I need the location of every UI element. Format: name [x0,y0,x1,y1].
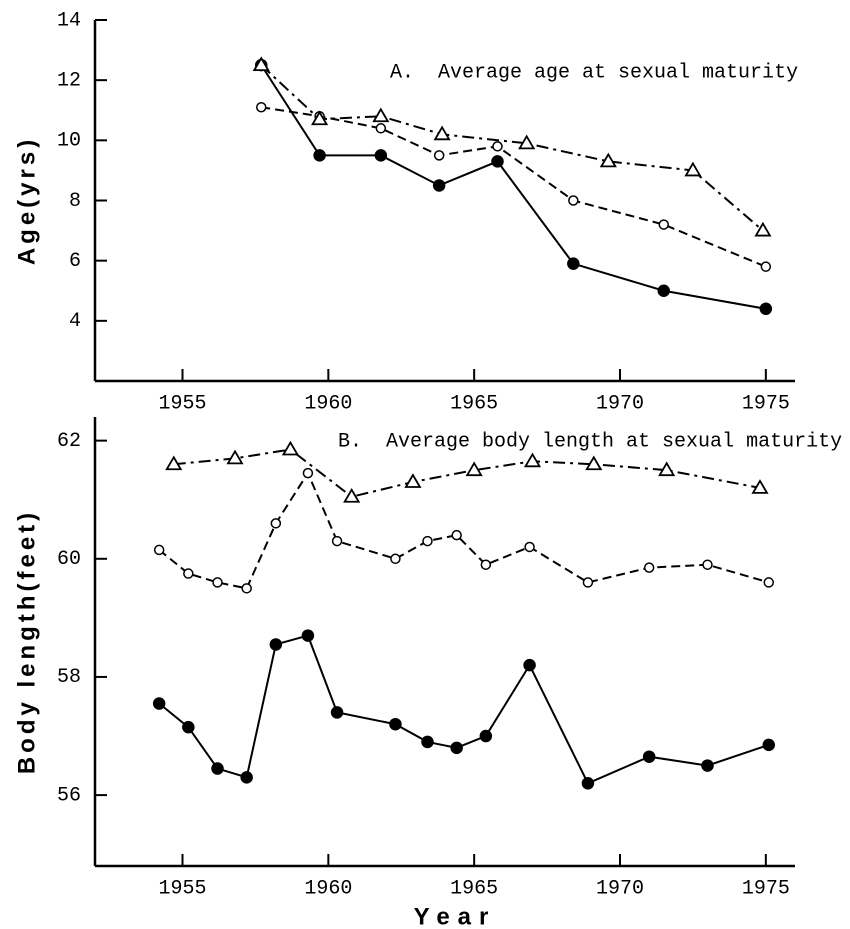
point [211,762,224,775]
point [567,257,580,270]
point [432,179,446,192]
x-tick-label: 1975 [742,877,790,900]
point [165,455,183,471]
series-line [158,634,770,785]
x-tick-label: 1960 [304,877,352,900]
point [241,583,252,594]
point [389,717,402,731]
point [585,455,603,471]
point [451,529,462,541]
series-line [173,448,761,498]
point [302,467,314,479]
x-tick-label: 1955 [158,877,206,900]
point [599,152,617,168]
point [330,706,344,719]
point [313,149,326,162]
x-tick-label: 1965 [450,392,498,415]
annotation: B. Average body length at sexual maturit… [338,430,842,453]
point [751,479,769,494]
point [281,440,299,456]
point [480,559,492,570]
y-tick-label: 6 [69,250,81,273]
point [343,487,361,503]
point [760,261,772,272]
point [152,697,166,710]
point [658,461,676,477]
x-tick-label: 1970 [596,877,644,900]
y-tick-label: 58 [57,666,81,689]
y-axis-label: Age(yrs) [13,136,40,265]
annotation: A. Average age at sexual maturity [390,61,798,84]
point [523,452,542,468]
x-axis-label: Year [414,903,497,929]
y-tick-label: 60 [57,548,81,571]
point [311,110,329,126]
point [491,155,504,168]
point [226,449,244,465]
x-tick-label: 1975 [742,392,790,415]
point [524,541,535,553]
y-tick-label: 4 [69,310,81,333]
x-tick-label: 1960 [304,392,352,415]
y-tick-label: 56 [57,784,81,807]
point [183,568,194,579]
series-line [261,106,767,268]
point [421,735,434,749]
point [301,629,315,642]
point [754,221,772,237]
point [657,284,670,297]
point [523,658,536,672]
panel: 56 58 60 62 1955 1960 1965 1970 1975 Body length(… [13,417,842,929]
point [374,149,388,162]
y-tick-label: 14 [57,9,81,32]
x-tick-label: 1965 [450,877,498,900]
panel: 4 6 8 10 12 14 1955 1960 1965 1970 1975 Age(yrs) A. … [13,9,798,415]
point [252,56,270,72]
point [684,161,702,177]
point [582,577,594,588]
point [658,219,669,230]
point [492,141,503,152]
point [433,125,451,141]
y-tick-label: 10 [57,130,81,153]
series-line [260,64,767,310]
point [331,535,343,547]
point [465,461,483,477]
y-tick-label: 62 [57,430,81,453]
point [762,738,775,752]
point [702,559,713,570]
point [642,750,656,763]
y-axis-label: Body length(feet) [13,509,40,774]
point [270,518,282,529]
point [701,759,714,772]
point [568,195,579,206]
series-line [158,470,770,590]
y-tick-label: 12 [57,69,81,92]
point [581,777,595,790]
series-line [260,64,764,232]
x-tick-label: 1970 [596,392,644,415]
point [404,473,422,488]
point [422,535,433,547]
y-tick-label: 8 [69,190,81,213]
point [390,553,401,565]
point [643,562,655,573]
point [240,771,253,784]
point [375,123,387,134]
point [269,638,283,651]
point [479,729,493,743]
point [763,577,774,588]
point [372,107,390,123]
point [433,150,445,161]
point [182,720,195,734]
x-tick-label: 1955 [158,392,206,415]
point [518,134,536,150]
point [256,101,267,113]
point [759,302,773,316]
point [153,544,165,556]
point [450,741,463,755]
point [212,577,223,588]
